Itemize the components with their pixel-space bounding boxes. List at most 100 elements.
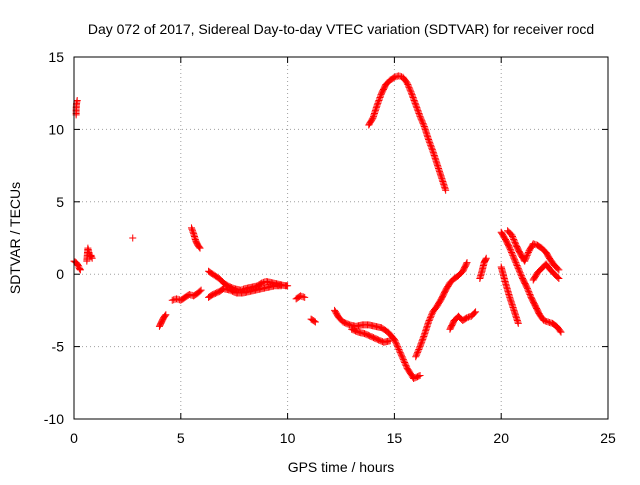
data-point	[522, 254, 530, 262]
data-point	[375, 95, 383, 103]
data-point	[418, 337, 426, 345]
data-point	[511, 256, 519, 264]
data-point	[506, 244, 514, 252]
data-point	[413, 105, 421, 113]
data-point	[554, 265, 562, 273]
data-point	[412, 351, 420, 359]
data-point	[482, 254, 490, 262]
data-point	[401, 360, 409, 368]
data-point	[427, 312, 435, 320]
data-point	[523, 251, 531, 259]
data-point	[386, 337, 394, 345]
data-point	[555, 275, 563, 283]
x-tick-label: 5	[177, 430, 185, 446]
data-point	[196, 244, 204, 252]
data-point	[417, 115, 425, 123]
y-tick-label: 15	[48, 49, 64, 65]
data-point	[88, 253, 96, 261]
data-point	[420, 332, 428, 340]
data-point	[417, 114, 425, 122]
data-point	[195, 243, 203, 251]
data-point	[412, 101, 420, 109]
data-point	[396, 347, 404, 355]
data-point	[416, 112, 424, 120]
data-point	[393, 341, 401, 349]
data-point	[428, 146, 436, 154]
data-point	[415, 111, 423, 119]
data-point	[409, 92, 417, 100]
data-point	[425, 318, 433, 326]
data-point	[426, 314, 434, 322]
data-point	[514, 264, 522, 272]
tick-layer	[73, 56, 609, 420]
data-point	[418, 117, 426, 125]
data-point	[414, 347, 422, 355]
data-point	[410, 96, 418, 104]
data-point	[406, 85, 414, 93]
data-point	[509, 253, 517, 261]
data-point	[392, 338, 400, 346]
data-point	[403, 79, 411, 87]
data-point	[442, 186, 450, 194]
data-point	[374, 99, 382, 107]
data-point	[374, 98, 382, 106]
data-point	[428, 144, 436, 152]
data-point	[406, 86, 414, 94]
data-point	[509, 234, 517, 242]
data-point	[517, 272, 525, 280]
data-point	[514, 319, 522, 327]
data-point	[416, 343, 424, 351]
data-point	[373, 101, 381, 109]
data-point	[415, 372, 423, 380]
data-point	[394, 344, 402, 352]
data-point	[74, 262, 82, 270]
x-tick-label: 20	[493, 430, 509, 446]
data-point	[417, 341, 425, 349]
data-point	[76, 266, 84, 274]
data-point	[521, 256, 529, 264]
data-point	[73, 96, 81, 104]
data-point	[554, 273, 562, 281]
data-point	[397, 351, 405, 359]
data-point	[425, 137, 433, 145]
tick-label-layer: 0 5 10 15 20 25 -10 -5 0 5 10 15	[44, 49, 616, 446]
data-point	[415, 344, 423, 352]
x-tick-label: 25	[600, 430, 616, 446]
data-point	[516, 269, 524, 277]
data-point	[516, 267, 524, 275]
data-point	[413, 104, 421, 112]
data-point	[426, 138, 434, 146]
data-point	[510, 237, 518, 245]
data-point	[398, 353, 406, 361]
data-point	[471, 309, 478, 317]
data-point	[526, 290, 534, 298]
data-point	[196, 287, 204, 295]
grid-layer	[74, 57, 608, 419]
data-point	[426, 140, 434, 148]
data-point	[510, 235, 518, 243]
data-point	[405, 83, 413, 91]
x-tick-label: 0	[70, 430, 78, 446]
data-point	[162, 311, 170, 319]
data-point	[161, 312, 169, 320]
data-point	[425, 136, 433, 144]
data-point	[397, 350, 405, 358]
data-point	[415, 109, 423, 117]
data-point	[284, 282, 292, 290]
data-point	[418, 338, 426, 346]
data-point	[462, 260, 470, 268]
data-point	[512, 259, 520, 267]
data-point	[506, 246, 514, 254]
data-point	[426, 315, 434, 323]
data-point	[413, 350, 421, 358]
y-tick-label: -10	[44, 411, 64, 427]
x-tick-label: 10	[280, 430, 296, 446]
data-point	[376, 94, 384, 102]
data-point	[404, 82, 412, 90]
data-point	[427, 143, 435, 151]
data-point	[523, 253, 531, 261]
data-point	[508, 233, 516, 241]
data-point	[419, 335, 427, 343]
data-point	[515, 266, 523, 274]
